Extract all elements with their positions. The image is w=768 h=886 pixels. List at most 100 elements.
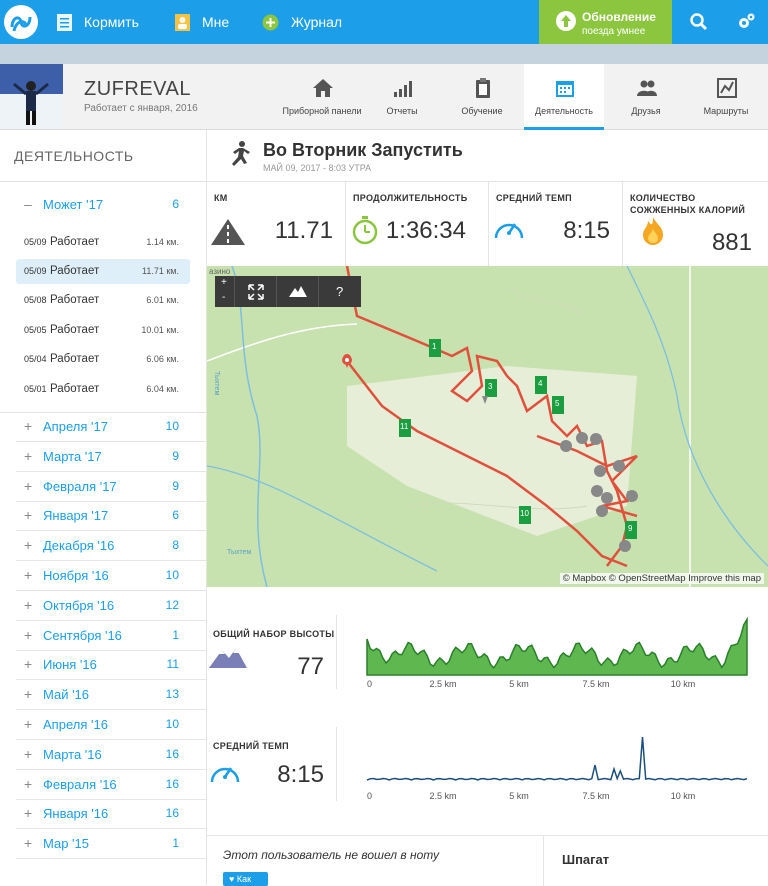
expand-icon: + xyxy=(24,567,33,583)
divider xyxy=(16,739,207,740)
activity-date: 05/09 xyxy=(24,237,47,247)
month-name: Января '16 xyxy=(43,806,109,822)
like-button[interactable]: ♥ Как xyxy=(223,872,268,886)
nav-feed[interactable]: Кормить xyxy=(57,0,139,44)
x-tick-label: 7.5 km xyxy=(582,679,609,689)
tab-friends-label: Друзья xyxy=(631,106,661,116)
tab-dashboard[interactable]: Приборной панели xyxy=(282,64,362,130)
month-row[interactable]: + Января '16 16 xyxy=(16,799,207,830)
pace-chart[interactable]: 0 2.5 km 5 km 7.5 km 10 km xyxy=(357,727,757,803)
month-row[interactable]: + Июня '16 11 xyxy=(16,650,207,681)
activity-row[interactable]: 05/08 Работает 6.01 км. xyxy=(16,288,190,313)
shoes-label: Шпагат xyxy=(562,852,610,867)
activity-km: 1.14 км. xyxy=(146,237,179,247)
activity-row[interactable]: 05/01 Работает 6.04 км. xyxy=(16,377,190,402)
month-row[interactable]: + Ноября '16 10 xyxy=(16,561,207,591)
month-row[interactable]: + Декабря '16 8 xyxy=(16,531,207,562)
stat-label: КМ xyxy=(214,193,228,203)
bars-icon xyxy=(394,81,412,97)
fullscreen-icon xyxy=(248,284,264,300)
expand-icon: + xyxy=(24,805,33,822)
divider xyxy=(16,798,207,800)
tab-reports[interactable]: Отчеты xyxy=(362,64,442,130)
nav-journal[interactable]: Журнал xyxy=(262,0,342,44)
month-row[interactable]: + Мар '15 1 xyxy=(16,829,207,860)
month-count: 9 xyxy=(172,478,179,493)
avatar[interactable] xyxy=(0,64,63,129)
shoes-section: Шпагат xyxy=(543,836,768,886)
update-button[interactable]: Обновление поезда умнее xyxy=(539,0,672,44)
month-row[interactable]: + Апреля '16 10 xyxy=(16,710,207,740)
divider xyxy=(16,560,207,562)
logo-icon xyxy=(10,16,32,32)
svg-text:1: 1 xyxy=(432,342,437,351)
map-attribution[interactable]: © Mapbox © OpenStreetMap Improve this ma… xyxy=(559,573,764,584)
tab-friends[interactable]: Друзья xyxy=(606,64,686,130)
month-name: Февраля '16 xyxy=(43,776,117,792)
x-tick-label: 7.5 km xyxy=(582,791,609,801)
month-row-open[interactable]: – Может '17 6 xyxy=(16,190,191,220)
month-row[interactable]: + Марта '17 9 xyxy=(16,442,207,472)
month-name: Марта '17 xyxy=(43,448,102,464)
month-row[interactable]: + Февраля '16 16 xyxy=(16,770,207,800)
divider xyxy=(16,500,207,502)
elevation-section: ОБЩИЙ НАБОР ВЫСОТЫ 77 0 2.5 km 5 km 7.5 km 1… xyxy=(207,615,768,695)
tab-activities-label: Деятельность xyxy=(535,106,593,116)
nav-me[interactable]: Мне xyxy=(175,0,229,44)
activity-date: 05/09 xyxy=(24,266,47,276)
expand-icon: + xyxy=(24,656,33,673)
help-button[interactable]: ? xyxy=(319,276,361,307)
search-icon[interactable] xyxy=(689,12,709,32)
activity-km: 6.06 км. xyxy=(146,354,179,364)
fullscreen-button[interactable] xyxy=(235,276,277,307)
month-row[interactable]: + Октября '16 12 xyxy=(16,591,207,621)
month-name: Май '16 xyxy=(43,687,90,703)
month-row[interactable]: + Май '16 13 xyxy=(16,680,207,711)
help-icon: ? xyxy=(336,284,344,299)
month-row[interactable]: + Февраля '17 9 xyxy=(16,472,207,502)
zoom-out-button[interactable]: - xyxy=(222,292,226,303)
map-place-label: азино xyxy=(209,267,231,276)
runner-icon xyxy=(232,141,250,166)
divider xyxy=(0,412,207,413)
map-canvas[interactable]: 1 3 4 5 11 10 9 xyxy=(207,266,768,587)
divider xyxy=(16,619,207,621)
activity-row[interactable]: 05/04 Работает 6.06 км. xyxy=(16,347,190,372)
stat-calories: КОЛИЧЕСТВО СОЖЖЕННЫХ КАЛОРИЙ 881 xyxy=(623,182,768,266)
divider xyxy=(0,181,207,182)
month-row[interactable]: + Марта '16 16 xyxy=(16,740,207,770)
routes-icon xyxy=(717,78,737,98)
collapse-icon: – xyxy=(24,196,32,212)
month-row[interactable]: + Апреля '17 10 xyxy=(16,412,207,442)
month-row[interactable]: + Января '17 6 xyxy=(16,501,207,532)
terrain-button[interactable] xyxy=(277,276,319,307)
tab-activities[interactable]: Деятельность xyxy=(524,64,604,130)
runkeeper-logo[interactable] xyxy=(4,5,38,39)
stats-row: КМ 11.71 ПРОДОЛЖИТЕЛЬНОСТЬ 1:36:34 СРЕДН… xyxy=(207,182,768,266)
activity-row[interactable]: 05/09 Работает 1.14 км. xyxy=(16,230,190,255)
x-tick-label: 5 km xyxy=(509,791,529,801)
zoom-in-button[interactable]: + xyxy=(221,277,227,288)
month-name: Апреля '16 xyxy=(43,717,108,732)
gear-icon[interactable] xyxy=(736,12,756,32)
month-name: Мар '15 xyxy=(43,836,89,852)
expand-icon: + xyxy=(24,716,33,732)
activity-name: Работает xyxy=(50,236,100,248)
map-river-label: Тыхтем xyxy=(213,371,220,395)
activity-row-selected[interactable]: 05/09 Работает 11.71 км. xyxy=(16,259,190,284)
month-row[interactable]: + Сентября '16 1 xyxy=(16,621,207,651)
tab-training[interactable]: Обучение xyxy=(442,64,522,130)
notes-section: Этот пользователь не вошел в ноту ♥ Как … xyxy=(207,835,768,886)
route-map[interactable]: 1 3 4 5 11 10 9 xyxy=(207,266,768,587)
member-since: Работает с января, 2016 xyxy=(84,103,198,114)
month-name: Сентября '16 xyxy=(43,627,122,643)
tab-routes[interactable]: Маршруты xyxy=(686,64,766,130)
elevation-chart[interactable]: 0 2.5 km 5 km 7.5 km 10 km xyxy=(357,615,757,691)
distance-icon xyxy=(211,219,245,245)
activity-date: 05/04 xyxy=(24,354,47,364)
month-count: 16 xyxy=(165,746,179,761)
expand-icon: + xyxy=(24,447,33,464)
sidebar: ДЕЯТЕЛЬНОСТЬ – Может '17 6 05/09 Работае… xyxy=(0,130,207,885)
activity-row[interactable]: 05/05 Работает 10.01 км. xyxy=(16,318,190,343)
month-count: 1 xyxy=(172,836,179,851)
